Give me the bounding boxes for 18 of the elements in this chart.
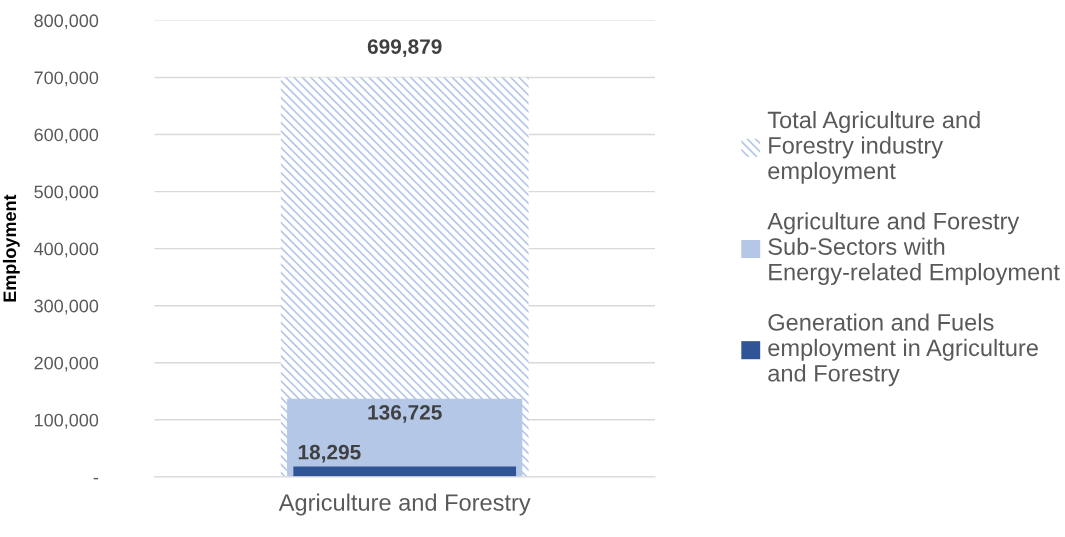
y-tick-label: -	[93, 477, 99, 480]
y-tick-label: 600,000	[34, 128, 99, 144]
y-tick-label: 700,000	[34, 71, 99, 87]
data-label: 18,295	[298, 444, 361, 463]
y-tick-label: 400,000	[34, 242, 99, 258]
data-label: 136,725	[368, 404, 442, 423]
y-tick-label: 100,000	[34, 413, 99, 429]
y-tick-label: 300,000	[34, 299, 99, 315]
x-tick-label: Agriculture and Forestry	[278, 493, 531, 516]
legend-label: Generation and Fuels employment in Agriculture and Forestry	[768, 313, 1038, 387]
legend-label: Total Agriculture and Forestry industry employment	[767, 110, 980, 184]
y-axis-title: Employment	[2, 194, 20, 302]
data-label: 699,879	[367, 39, 442, 57]
y-tick-label: 800,000	[34, 14, 99, 30]
y-tick-label: 200,000	[34, 356, 99, 372]
y-tick-label: 500,000	[34, 185, 99, 201]
legend-label: Agriculture and Forestry Sub-Sectors with Energy-related Employment	[767, 212, 1060, 286]
bar	[293, 466, 517, 477]
